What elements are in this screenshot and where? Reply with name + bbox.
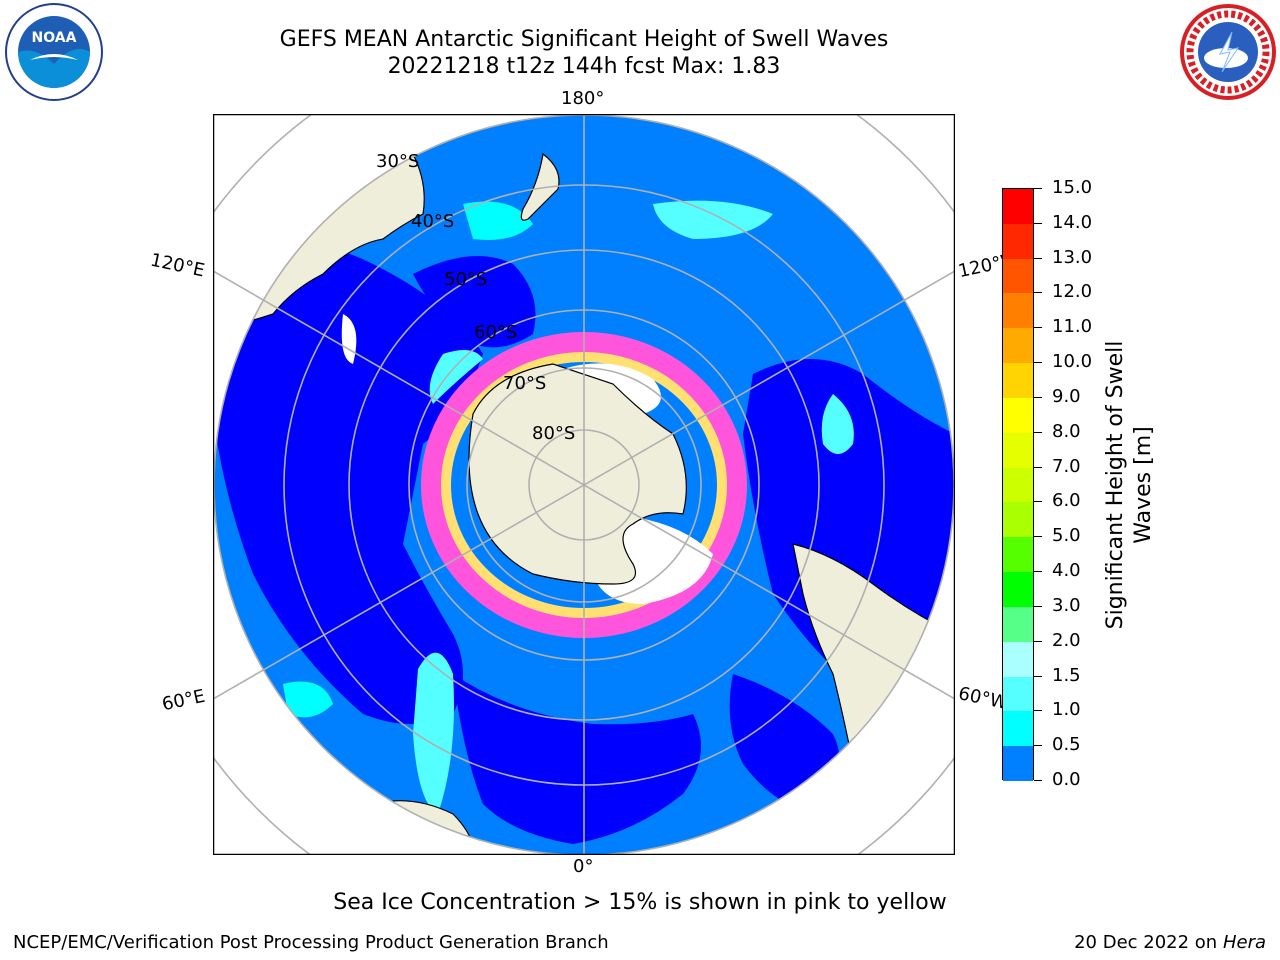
lon-label-120e: 120°E: [148, 249, 207, 282]
colorbar-segment: [1003, 363, 1033, 399]
footer-date-text: 20 Dec 2022 on: [1074, 932, 1218, 953]
sea-ice-note: Sea Ice Concentration > 15% is shown in …: [333, 890, 947, 915]
colorbar-segment: [1003, 223, 1033, 260]
colorbar-tick-mark: [1034, 745, 1042, 747]
swell-patch-6: [429, 350, 483, 404]
colorbar-tick-label: 1.5: [1052, 664, 1081, 686]
colorbar-segment: [1003, 328, 1033, 364]
lat-label-30s: 30°S: [376, 151, 420, 172]
colorbar-tick-label: 0.0: [1052, 769, 1081, 790]
colorbar-tick-mark: [1034, 257, 1042, 259]
colorbar-tick-label: 7.0: [1052, 455, 1081, 477]
colorbar-tick-label: 14.0: [1052, 211, 1093, 233]
colorbar: [1002, 188, 1034, 782]
colorbar-segment: [1003, 293, 1033, 329]
colorbar-tick-mark: [1034, 327, 1042, 329]
colorbar-tick-mark: [1034, 501, 1042, 503]
lat-label-80s: 80°S: [532, 423, 576, 444]
colorbar-tick-label: 15.0: [1052, 177, 1093, 198]
lat-label-70s: 70°S: [503, 373, 547, 394]
colorbar-segment: [1003, 502, 1033, 538]
colorbar-segment: [1003, 432, 1033, 469]
colorbar-tick-label: 1.0: [1052, 699, 1081, 721]
low-swell-north: [413, 256, 536, 348]
colorbar-segment: [1003, 467, 1033, 503]
lon-label-180: 180°: [561, 88, 605, 109]
colorbar-segment: [1003, 641, 1033, 678]
colorbar-tick-label: 3.0: [1052, 594, 1081, 616]
lat-label-50s: 50°S: [444, 269, 488, 290]
swell-patch-5: [821, 394, 854, 454]
colorbar-tick-label: 0.5: [1052, 734, 1081, 756]
colorbar-tick-mark: [1034, 640, 1042, 642]
low-swell-west: [214, 241, 483, 724]
colorbar-segment: [1003, 676, 1033, 712]
noaa-logo: NOAA: [5, 3, 103, 101]
colorbar-tick-label: 2.0: [1052, 629, 1081, 651]
swell-patch-3: [463, 201, 533, 240]
colorbar-tick-label: 10.0: [1052, 351, 1093, 373]
colorbar-tick-label: 4.0: [1052, 560, 1081, 582]
colorbar-tick-mark: [1034, 536, 1042, 538]
swell-patch-4: [653, 200, 773, 239]
swell-patch-1: [413, 652, 454, 814]
colorbar-tick-label: 11.0: [1052, 316, 1093, 338]
colorbar-tick-label: 13.0: [1052, 246, 1093, 268]
colorbar-tick-mark: [1034, 605, 1042, 607]
colorbar-tick-mark: [1034, 571, 1042, 573]
antarctica-land: [468, 363, 687, 585]
colorbar-segment: [1003, 572, 1033, 608]
colorbar-segment: [1003, 189, 1033, 225]
footer-date: 20 Dec 2022 on Hera: [1074, 932, 1266, 953]
polar-map: [213, 114, 955, 855]
footer-credit: NCEP/EMC/Verification Post Processing Pr…: [13, 932, 609, 953]
lat-label-40s: 40°S: [411, 211, 455, 232]
footer-machine: Hera: [1222, 932, 1266, 953]
colorbar-tick-mark: [1034, 780, 1042, 781]
lon-label-60e: 60°E: [160, 685, 207, 716]
colorbar-tick-mark: [1034, 466, 1042, 468]
lat-label-60s: 60°S: [474, 322, 518, 343]
colorbar-tick-mark: [1034, 188, 1042, 189]
colorbar-tick-mark: [1034, 222, 1042, 224]
colorbar-segment: [1003, 537, 1033, 573]
colorbar-tick-mark: [1034, 362, 1042, 364]
low-swell-south: [453, 674, 701, 844]
colorbar-segment: [1003, 746, 1033, 782]
colorbar-tick-label: 9.0: [1052, 385, 1081, 407]
colorbar-segment: [1003, 711, 1033, 747]
colorbar-tick-label: 6.0: [1052, 490, 1081, 512]
colorbar-tick-mark: [1034, 710, 1042, 712]
chart-subtitle: 20221218 t12z 144h fcst Max: 1.83: [387, 54, 781, 79]
colorbar-tick-label: 5.0: [1052, 525, 1081, 547]
lon-label-0: 0°: [573, 856, 594, 877]
chart-title: GEFS MEAN Antarctic Significant Height o…: [279, 27, 889, 52]
colorbar-segment: [1003, 606, 1033, 643]
nws-logo: [1180, 4, 1276, 100]
map-frame: [213, 114, 955, 855]
swell-patch-2: [283, 681, 333, 718]
colorbar-tick-label: 8.0: [1052, 420, 1081, 442]
colorbar-segment: [1003, 258, 1033, 294]
svg-text:NOAA: NOAA: [32, 30, 77, 46]
new-zealand-land: [520, 152, 560, 221]
colorbar-tick-mark: [1034, 431, 1042, 433]
colorbar-tick-mark: [1034, 292, 1042, 294]
colorbar-tick-mark: [1034, 675, 1042, 677]
colorbar-segment: [1003, 397, 1033, 434]
colorbar-tick-label: 12.0: [1052, 281, 1093, 303]
colorbar-tick-mark: [1034, 396, 1042, 398]
colorbar-label: Significant Height of Swell Waves [m]: [1103, 340, 1156, 630]
map-canvas: [213, 114, 955, 855]
